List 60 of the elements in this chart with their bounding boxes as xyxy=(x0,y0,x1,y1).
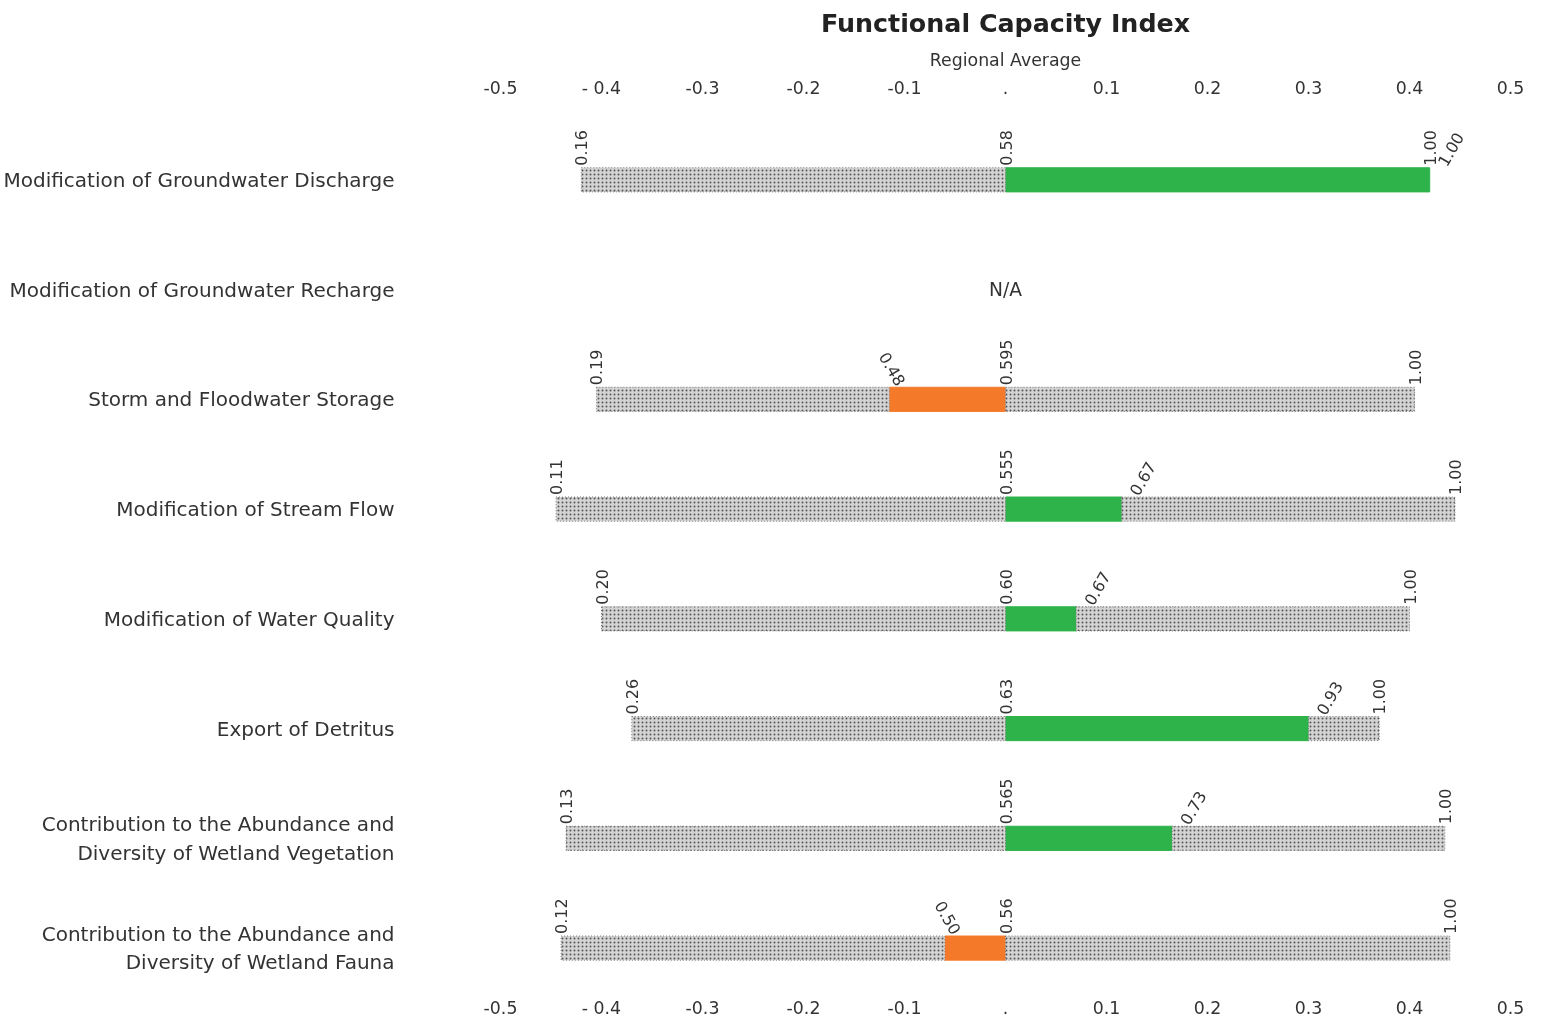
x2-tick-label: -0.1 xyxy=(887,77,922,98)
annotation: 0.11 xyxy=(547,459,567,496)
x2-tick-label: -0.5 xyxy=(483,77,518,98)
x-tick-label: -0.1 xyxy=(887,997,922,1018)
bar xyxy=(1005,606,1077,632)
x2-tick-label: 0.5 xyxy=(1496,77,1525,98)
annotation: 0.63 xyxy=(996,678,1016,715)
x-tick-label: 0.5 xyxy=(1496,997,1525,1018)
annotation: 0.56 xyxy=(996,898,1016,935)
x2-tick-label: 0.2 xyxy=(1193,77,1222,98)
annotation: 0.595 xyxy=(996,339,1016,386)
x-tick-label: -0.2 xyxy=(786,997,821,1018)
x-tick-label: -0.3 xyxy=(685,997,720,1018)
y-tick-label: Contribution to the Abundance and Diversity of Wetland Fauna xyxy=(41,921,395,975)
x2-tick-label: -0.3 xyxy=(685,77,720,98)
x-tick-label: . xyxy=(1002,997,1009,1018)
annotation: 0.58 xyxy=(996,130,1016,166)
y-tick-label: Storm and Floodwater Storage xyxy=(88,387,395,412)
x-tick-label: - 0.4 xyxy=(581,997,622,1018)
x-tick-label: 0.3 xyxy=(1294,997,1323,1018)
y-tick-label: Contribution to the Abundance and Diversity of Wetland Vegetation xyxy=(41,811,395,865)
annotation: 0.26 xyxy=(622,678,642,715)
annotation: 0.555 xyxy=(996,449,1016,496)
x2-tick-label: 0.3 xyxy=(1294,77,1323,98)
y-tick-label: Modification of Groundwater Discharge xyxy=(3,167,395,192)
annotation: 0.565 xyxy=(996,778,1016,825)
chart-subtitle: Regional Average xyxy=(929,49,1082,70)
x-tick-label: 0.1 xyxy=(1092,997,1121,1018)
y-tick-label: Export of Detritus xyxy=(216,716,395,741)
annotation: 1.00 xyxy=(1435,788,1455,825)
annotation: N/A xyxy=(989,279,1023,301)
x2-tick-label: -0.2 xyxy=(786,77,821,98)
annotation: 1.00 xyxy=(1405,349,1425,386)
bar xyxy=(888,386,1006,412)
bar xyxy=(1005,716,1309,742)
annotation: 1.00 xyxy=(1445,459,1465,496)
x2-tick-label: 0.4 xyxy=(1395,77,1424,98)
x-tick-label: -0.5 xyxy=(483,997,518,1018)
y-tick-label: Modification of Groundwater Recharge xyxy=(9,277,395,302)
bar xyxy=(944,935,1006,961)
annotation: 0.13 xyxy=(557,788,577,825)
bar xyxy=(1005,825,1173,851)
annotation: 1.00 xyxy=(1400,569,1420,605)
x-tick-label: 0.4 xyxy=(1395,997,1424,1018)
annotation: 0.20 xyxy=(592,569,612,605)
y-tick-label: Modification of Water Quality xyxy=(103,606,395,631)
y-tick-label: Modification of Stream Flow xyxy=(116,497,395,522)
chart-title: Functional Capacity Index xyxy=(820,7,1191,38)
x2-tick-label: . xyxy=(1002,77,1009,98)
bar xyxy=(1005,496,1123,522)
bar xyxy=(1005,167,1431,193)
annotation: 0.60 xyxy=(996,569,1016,605)
x-tick-label: 0.2 xyxy=(1193,997,1222,1018)
annotation: 0.19 xyxy=(587,349,607,386)
annotation: 1.00 xyxy=(1440,898,1460,935)
x2-tick-label: 0.1 xyxy=(1092,77,1121,98)
annotation: 1.00 xyxy=(1370,678,1390,715)
annotation: 0.16 xyxy=(572,130,592,166)
x2-tick-label: - 0.4 xyxy=(581,77,622,98)
annotation: 0.12 xyxy=(552,898,572,935)
